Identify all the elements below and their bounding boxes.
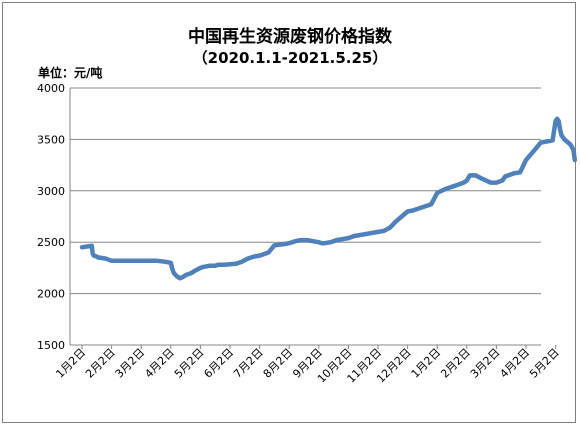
y-axis-unit-label: 单位：元/吨	[38, 66, 103, 80]
x-tick-label: 1月2日	[409, 346, 444, 381]
x-tick-label: 3月2日	[113, 346, 148, 381]
y-tick-label: 1500	[37, 339, 65, 352]
chart-subtitle: （2020.1.1-2021.5.25）	[192, 49, 388, 67]
chart-frame	[2, 2, 576, 423]
x-tick-label: 3月2日	[468, 346, 503, 381]
x-tick-label: 7月2日	[231, 346, 266, 381]
y-tick-label: 2000	[37, 288, 65, 301]
x-tick-label: 5月2日	[527, 346, 562, 381]
y-tick-label: 3500	[37, 133, 65, 146]
y-tick-label: 2500	[37, 236, 65, 249]
x-tick-label: 2月2日	[83, 346, 118, 381]
x-tick-label: 5月2日	[172, 346, 207, 381]
x-tick-label: 4月2日	[497, 346, 532, 381]
x-tick-label: 4月2日	[142, 346, 177, 381]
chart-title: 中国再生资源废钢价格指数	[188, 27, 392, 47]
y-tick-label: 4000	[37, 82, 65, 95]
x-tick-label: 6月2日	[201, 346, 236, 381]
series-line-0	[79, 116, 578, 281]
x-tick-label: 2月2日	[438, 346, 473, 381]
y-tick-label: 3000	[37, 185, 65, 198]
x-tick-label: 8月2日	[261, 346, 296, 381]
